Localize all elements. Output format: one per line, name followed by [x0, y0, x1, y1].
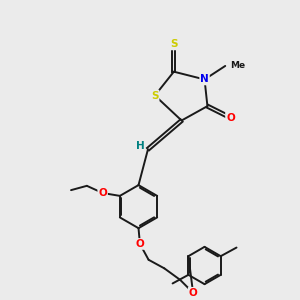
Text: S: S: [151, 91, 159, 100]
Text: O: O: [189, 288, 197, 298]
Text: O: O: [98, 188, 107, 198]
Text: O: O: [136, 239, 144, 249]
Text: S: S: [170, 39, 178, 50]
Text: O: O: [226, 112, 235, 123]
Text: Me: Me: [230, 61, 245, 70]
Text: H: H: [136, 141, 144, 151]
Text: N: N: [200, 74, 209, 84]
